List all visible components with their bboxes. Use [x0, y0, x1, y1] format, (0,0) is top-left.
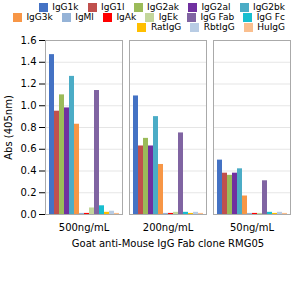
svg-text:0.2: 0.2	[21, 187, 37, 198]
svg-text:1.6: 1.6	[21, 35, 37, 46]
svg-text:1.0: 1.0	[21, 100, 37, 111]
html-text:IgEk: IgEk	[158, 12, 178, 22]
html-text:IgG2bk: IgG2bk	[253, 2, 285, 12]
html-text:RbtIgG: RbtIgG	[203, 22, 235, 32]
svg-text:1.4: 1.4	[21, 56, 37, 67]
svg-text:0.8: 0.8	[21, 122, 37, 133]
svg-text:200ng/mL: 200ng/mL	[143, 222, 194, 233]
svg-text:1.2: 1.2	[21, 78, 37, 89]
svg-text:500ng/mL: 500ng/mL	[59, 222, 110, 233]
html-text:IgG1l: IgG1l	[101, 2, 125, 12]
svg-text:Abs (405nm): Abs (405nm)	[3, 95, 14, 160]
html-text:RatIgG: RatIgG	[150, 22, 182, 32]
html-text:IgG3k: IgG3k	[26, 12, 53, 22]
html-text:IgG Fab: IgG Fab	[200, 12, 235, 22]
html-text:IgAk: IgAk	[116, 12, 137, 22]
html-text:IgMl: IgMl	[75, 12, 94, 22]
html-text:HuIgG: HuIgG	[257, 22, 285, 32]
svg-text:0.0: 0.0	[21, 209, 37, 220]
html-text:IgG Fc: IgG Fc	[256, 12, 285, 22]
html-text:IgG2ak: IgG2ak	[147, 2, 179, 12]
svg-text:0.4: 0.4	[21, 165, 37, 176]
html-text:IgG1k: IgG1k	[52, 2, 79, 12]
html-text:IgG2al: IgG2al	[201, 2, 231, 12]
svg-text:Goat anti-Mouse IgG Fab clone: Goat anti-Mouse IgG Fab clone RMG05	[72, 238, 264, 249]
svg-text:0.6: 0.6	[21, 143, 37, 154]
svg-text:50ng/mL: 50ng/mL	[230, 222, 275, 233]
